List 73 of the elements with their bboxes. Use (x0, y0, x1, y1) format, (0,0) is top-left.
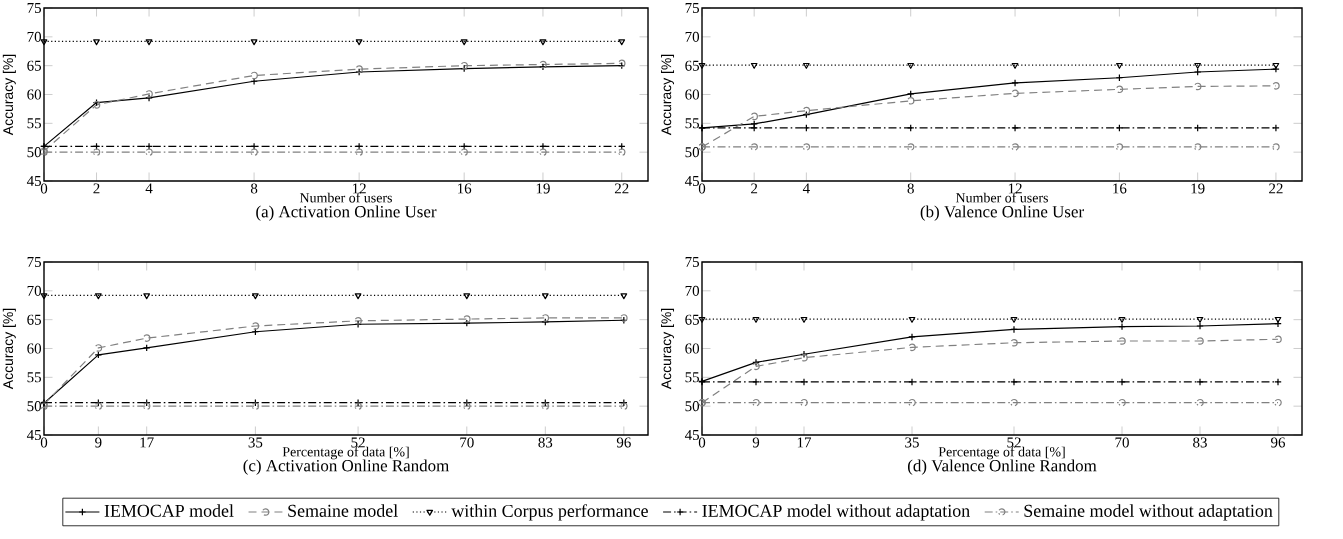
y-tick-label: 45 (26, 176, 42, 186)
y-tick-label: 45 (684, 430, 700, 440)
x-tick-label: 0 (40, 437, 48, 448)
y-axis-title: Accuracy [%] (661, 54, 675, 136)
x-tick-label: 35 (248, 437, 263, 448)
x-tick-label: 9 (95, 437, 102, 448)
y-axis-title: Accuracy [%] (2, 54, 16, 136)
text: (c) Activation Online Random (243, 459, 449, 475)
y-tick-label: 60 (685, 343, 700, 354)
y-tick-label: 65 (685, 60, 700, 71)
text: (b) Valence Online User (920, 205, 1084, 221)
y-tick-label: 65 (685, 314, 700, 325)
legend-label: IEMOCAP model (104, 504, 234, 517)
y-tick-label: 75 (27, 257, 42, 267)
y-tick-label: 55 (27, 372, 42, 383)
x-tick-label: 22 (614, 183, 629, 194)
x-tick-label: 0 (698, 437, 706, 448)
y-tick-label: 45 (684, 176, 700, 186)
x-tick-label: 16 (1113, 183, 1127, 194)
y-tick-label: 70 (27, 285, 42, 296)
y-tick-label: 65 (27, 60, 42, 71)
y-tick-label: 75 (685, 257, 700, 267)
text: (d) Valence Online Random (907, 459, 1097, 475)
y-axis-title: Accuracy [%] (661, 308, 675, 390)
x-tick-label: 8 (250, 183, 258, 194)
y-tick-label: 50 (27, 401, 42, 412)
y-axis-title: Accuracy [%] (2, 308, 16, 390)
legend-label: Semaine model (288, 504, 398, 517)
x-tick-label: 22 (1269, 183, 1283, 194)
x-tick-label: 19 (1191, 183, 1205, 194)
y-tick-label: 60 (27, 89, 42, 100)
y-tick-label: 70 (27, 31, 42, 42)
legend-label: IEMOCAP model without adaptation (702, 504, 970, 521)
y-tick-label: 55 (685, 118, 700, 129)
y-tick-label: 55 (27, 118, 42, 129)
y-tick-label: 50 (685, 401, 700, 412)
text: (a) Activation Online User (256, 205, 437, 221)
x-tick-label: 70 (1115, 437, 1129, 448)
x-tick-label: 8 (907, 183, 914, 194)
y-tick-label: 60 (685, 89, 700, 100)
x-tick-label: 12 (1008, 183, 1022, 194)
x-tick-label: 17 (797, 437, 812, 448)
x-tick-label: 12 (352, 183, 366, 194)
y-tick-label: 45 (26, 430, 42, 440)
x-tick-label: 9 (752, 437, 760, 448)
x-tick-label: 83 (538, 437, 553, 448)
x-tick-label: 4 (802, 183, 810, 194)
x-tick-label: 0 (40, 183, 48, 194)
x-tick-label: 52 (351, 437, 365, 448)
y-tick-label: 60 (27, 343, 42, 354)
x-tick-label: 35 (905, 437, 919, 448)
y-tick-label: 50 (27, 147, 42, 158)
x-tick-label: 96 (1271, 437, 1286, 448)
y-tick-label: 50 (685, 147, 700, 158)
y-tick-label: 55 (685, 372, 700, 383)
x-tick-label: 0 (698, 183, 706, 194)
legend-label: within Corpus performance (451, 504, 648, 521)
x-tick-label: 83 (1193, 437, 1207, 448)
x-tick-label: 17 (140, 437, 154, 448)
y-tick-label: 75 (685, 3, 700, 13)
x-tick-label: 70 (460, 437, 474, 448)
x-tick-label: 2 (751, 183, 758, 194)
x-tick-label: 52 (1007, 437, 1021, 448)
y-tick-label: 70 (685, 285, 700, 296)
x-tick-label: 4 (145, 183, 153, 194)
y-tick-label: 65 (27, 314, 42, 325)
y-tick-label: 70 (685, 31, 700, 42)
x-tick-label: 16 (458, 183, 472, 194)
y-tick-label: 75 (27, 3, 42, 13)
x-tick-label: 2 (93, 183, 100, 194)
x-tick-label: 19 (536, 183, 550, 194)
legend-label: Semaine model without adaptation (1024, 504, 1273, 521)
x-tick-label: 96 (616, 437, 631, 448)
